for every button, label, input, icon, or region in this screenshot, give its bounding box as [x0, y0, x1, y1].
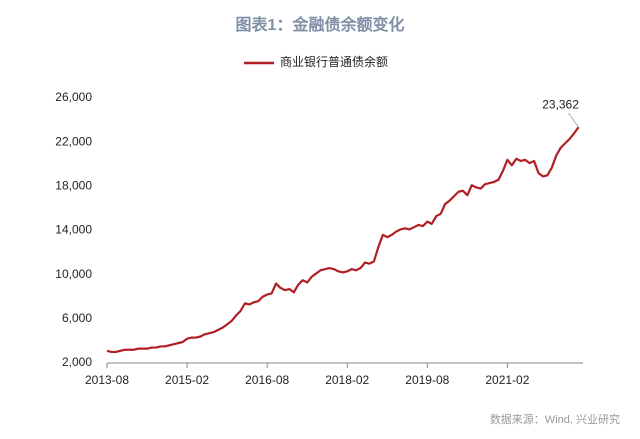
data-line — [106, 126, 580, 354]
x-tick-label: 2015-02 — [165, 373, 209, 387]
y-tick-label: 26,000 — [55, 90, 92, 104]
x-tick-label: 2016-08 — [245, 373, 289, 387]
label-leader — [568, 112, 579, 128]
y-tick-label: 6,000 — [62, 311, 92, 325]
x-tick-label: 2019-08 — [405, 373, 449, 387]
x-tick-label: 2018-02 — [325, 373, 369, 387]
chart-title: 图表1：金融债余额变化 — [236, 15, 405, 34]
y-tick-label: 10,000 — [55, 267, 92, 281]
y-tick-label: 14,000 — [55, 223, 92, 237]
x-tick-label: 2021-02 — [485, 373, 529, 387]
y-tick-label: 18,000 — [55, 179, 92, 193]
value-label: 23,362 — [542, 97, 579, 111]
x-tick-label: 2013-08 — [85, 373, 129, 387]
y-tick-label: 22,000 — [55, 134, 92, 148]
source-note: 数据来源：Wind, 兴业研究 — [490, 412, 620, 426]
y-tick-label: 2,000 — [62, 355, 92, 369]
legend-label: 商业银行普通债余额 — [280, 54, 388, 69]
